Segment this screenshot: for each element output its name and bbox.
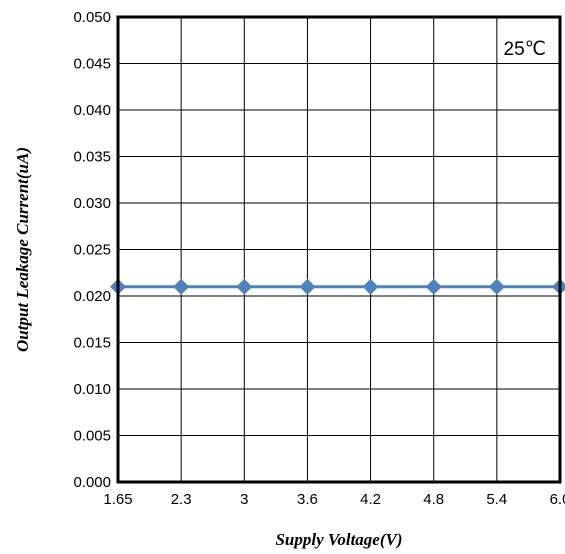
y-tick-label: 0.005 xyxy=(73,428,111,445)
x-axis-title: Supply Voltage(V) xyxy=(275,530,402,549)
y-tick-label: 0.015 xyxy=(73,335,111,352)
y-tick-label: 0.020 xyxy=(73,288,111,305)
y-tick-label: 0.040 xyxy=(73,102,111,119)
y-tick-label: 0.000 xyxy=(73,474,111,491)
x-tick-label: 2.3 xyxy=(171,491,192,508)
temperature-annotation: 25℃ xyxy=(504,39,546,60)
y-tick-labels: 0.000 0.005 0.010 0.015 0.020 0.025 0.030 0.035… xyxy=(73,9,111,491)
x-tick-label: 4.2 xyxy=(360,491,381,508)
y-tick-label: 0.025 xyxy=(73,242,111,259)
data-point-marker xyxy=(236,278,253,295)
x-tick-label: 3.6 xyxy=(297,491,318,508)
plot-frame xyxy=(116,15,562,484)
x-tick-label: 4.8 xyxy=(423,491,444,508)
data-point-marker xyxy=(173,278,190,295)
y-tick-label: 0.050 xyxy=(73,9,111,26)
x-tick-labels: 1.65 2.3 3 3.6 4.2 4.8 5.4 6.0 xyxy=(103,491,565,508)
series-group xyxy=(110,278,565,295)
y-tick-label: 0.010 xyxy=(73,381,111,398)
y-tick-label: 0.030 xyxy=(73,195,111,212)
x-tick-label: 6.0 xyxy=(550,491,565,508)
y-tick-label: 0.045 xyxy=(73,56,111,73)
data-point-marker xyxy=(362,278,379,295)
x-tick-label: 3 xyxy=(240,491,248,508)
x-tick-label: 1.65 xyxy=(103,491,132,508)
y-axis-title: Output Leakage Current(uA) xyxy=(13,147,32,352)
y-tick-label: 0.035 xyxy=(73,149,111,166)
grid-lines xyxy=(117,16,561,483)
data-point-marker xyxy=(299,278,316,295)
x-tick-label: 5.4 xyxy=(486,491,507,508)
data-point-marker xyxy=(425,278,442,295)
data-point-marker xyxy=(488,278,505,295)
